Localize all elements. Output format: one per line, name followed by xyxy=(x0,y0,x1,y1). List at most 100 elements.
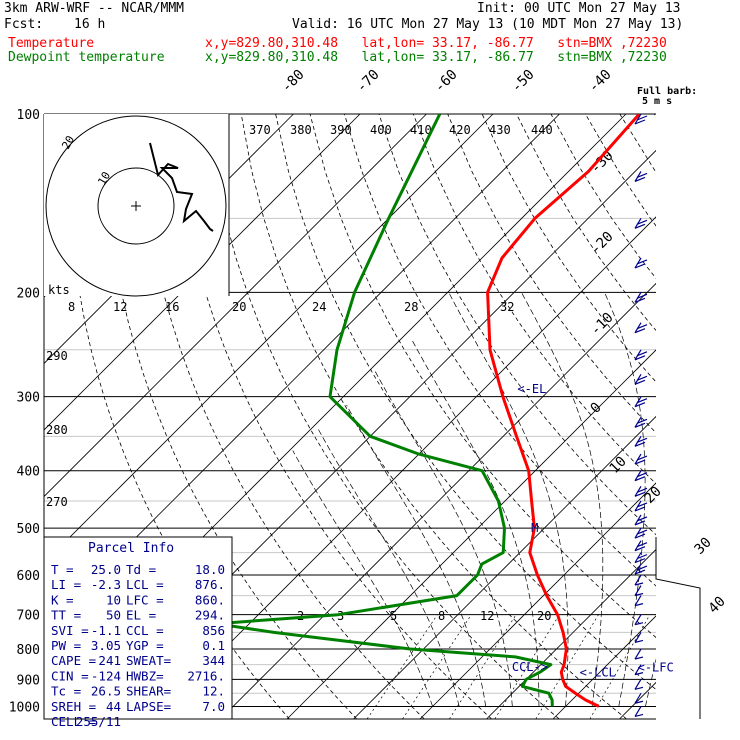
wind-barb-flag xyxy=(636,554,648,560)
parcel-field-value: 856 xyxy=(202,623,225,638)
dry-adiabat-line xyxy=(103,114,358,719)
parcel-field-value: 241 xyxy=(98,653,121,668)
wind-barb xyxy=(634,500,648,512)
speed-label: 20 xyxy=(232,300,246,314)
wind-barb-flag xyxy=(634,402,646,408)
wind-barb-flag xyxy=(634,533,646,539)
valid-time: Valid: 16 UTC Mon 27 May 13 (10 MDT Mon … xyxy=(292,17,684,32)
dry-adiabat-line xyxy=(275,114,656,690)
dewpoint-legend-info: x,y=829.80,310.48 lat,lon= 33.17, -86.77… xyxy=(205,50,667,65)
wind-barb-flag xyxy=(634,441,646,447)
parcel-panel-box xyxy=(43,536,233,720)
wind-barb-flag xyxy=(634,700,644,704)
isotherm-line xyxy=(220,282,656,719)
parcel-field-label: HWBZ= xyxy=(126,668,164,683)
dry-adiabat-line xyxy=(412,114,656,485)
parcel-field-label: YGP = xyxy=(126,638,164,653)
parcel-field-label: EL = xyxy=(126,608,156,623)
wind-barb-flag xyxy=(634,569,646,575)
level-annotation: <-LCL xyxy=(580,665,616,679)
mixing-ratio-label: 20 xyxy=(537,609,551,623)
dewpoint-legend-label: Dewpoint temperature xyxy=(8,50,165,65)
pressure-label: 500 xyxy=(17,522,40,537)
parcel-field-label: T = xyxy=(51,562,74,577)
parcel-field-value: -1.1 xyxy=(91,623,121,638)
moist-adiabat-line xyxy=(373,369,513,707)
theta-label: 410 xyxy=(410,123,432,137)
wind-barb-flag xyxy=(636,565,648,571)
wind-barb-flag xyxy=(636,472,648,478)
wind-barb-flag xyxy=(636,293,648,299)
pressure-label: 1000 xyxy=(9,700,40,715)
wind-barb-flag xyxy=(634,297,646,303)
parcel-field-label: PW = xyxy=(51,638,81,653)
parcel-field-label: Td = xyxy=(126,562,156,577)
mixing-ratio-line xyxy=(535,614,599,719)
parcel-field-label: TT = xyxy=(51,608,81,623)
theta-label: 270 xyxy=(46,495,68,509)
isotherm-line xyxy=(552,615,656,719)
parcel-field-label: SWEAT= xyxy=(126,653,171,668)
isotherm-line xyxy=(419,482,656,719)
isotherm-label: -40 xyxy=(586,67,615,96)
parcel-field-value: 26.5 xyxy=(91,684,121,699)
panel-edge xyxy=(655,537,701,719)
pressure-label: 200 xyxy=(17,286,40,301)
wind-barb xyxy=(634,706,644,718)
forecast-hour: 16 h xyxy=(74,17,106,32)
wind-barb-staff xyxy=(634,648,642,660)
wind-barb-flag xyxy=(634,506,646,512)
mixing-ratio-line xyxy=(402,614,472,719)
wind-barb-flag xyxy=(634,223,646,229)
dry-adiabat-line xyxy=(206,114,560,719)
wind-barb-flag xyxy=(636,398,648,404)
pressure-label: 100 xyxy=(17,108,40,123)
temperature-legend-info: x,y=829.80,310.48 lat,lon= 33.17, -86.77… xyxy=(205,36,667,51)
parcel-field-value: 7.0 xyxy=(202,699,225,714)
wind-barb-flag xyxy=(634,422,646,428)
wind-barb-flag xyxy=(636,487,648,493)
wind-barb-flag xyxy=(636,375,648,381)
wind-barb xyxy=(634,171,648,182)
parcel-field-label: LI = xyxy=(51,577,81,592)
isotherm-line xyxy=(286,349,656,719)
wind-barb xyxy=(634,679,644,690)
speed-label: 32 xyxy=(500,300,514,314)
dry-adiabat-line xyxy=(653,114,656,118)
wind-barb-staff xyxy=(634,632,642,643)
parcel-field-value: 255/11 xyxy=(76,714,121,729)
wind-barb xyxy=(634,664,644,676)
wind-barb xyxy=(634,540,648,552)
mixing-ratio-line xyxy=(449,614,517,719)
isotherm-line xyxy=(686,114,740,719)
wind-barb-flag xyxy=(636,219,648,225)
dry-adiabat-line xyxy=(447,114,656,434)
hodograph-ring-outer xyxy=(45,115,227,297)
parcel-field-label: LCL = xyxy=(126,577,164,592)
dry-adiabat-line xyxy=(723,114,740,719)
isotherm-line xyxy=(44,114,361,431)
wind-barb-flag xyxy=(634,355,646,361)
wind-barb-flag xyxy=(634,491,646,497)
wind-barb-flag xyxy=(634,459,646,465)
wind-barb-flag xyxy=(634,379,646,385)
parcel-field-value: 2716. xyxy=(187,668,225,683)
wind-barb-flag xyxy=(634,476,646,482)
parcel-field-value: 10 xyxy=(106,592,121,607)
wind-barb xyxy=(634,113,648,125)
parcel-field-label: LFC = xyxy=(126,592,164,607)
wind-barb-flag xyxy=(634,546,646,552)
wind-barb xyxy=(634,632,644,644)
wind-barb-flag xyxy=(636,259,648,265)
dewpoint-trace xyxy=(214,114,554,707)
dry-adiabat-line xyxy=(585,114,656,227)
isotherm-label: -30 xyxy=(588,148,617,177)
wind-barb xyxy=(634,218,648,229)
wind-barb-flag xyxy=(634,520,646,526)
wind-barb-staff xyxy=(634,595,642,606)
wind-barb-staff xyxy=(634,679,642,690)
moist-adiabat-line xyxy=(346,404,487,707)
wind-barb-flag xyxy=(636,115,648,121)
pressure-label: 400 xyxy=(17,465,40,480)
level-annotation: M xyxy=(531,521,538,535)
